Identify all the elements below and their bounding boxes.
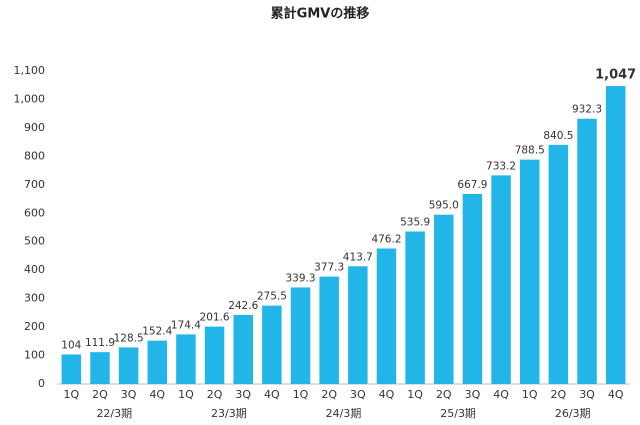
x-tick-label: 1Q	[522, 388, 538, 401]
value-label: 1,047	[595, 68, 636, 83]
value-label: 201.6	[200, 312, 230, 324]
bar	[290, 287, 311, 384]
x-tick-label: 4Q	[608, 388, 624, 401]
x-tick-label: 3Q	[350, 388, 366, 401]
value-label: 174.4	[171, 319, 201, 331]
value-label: 152.4	[142, 326, 172, 338]
bar	[204, 326, 225, 384]
value-label: 667.9	[457, 179, 487, 191]
value-label: 111.9	[85, 337, 115, 349]
bar	[147, 340, 168, 384]
value-label: 104	[61, 339, 81, 351]
bar	[519, 159, 540, 384]
x-group-label: 23/3期	[211, 407, 247, 420]
bar	[262, 305, 282, 384]
x-tick-label: 2Q	[321, 388, 337, 401]
bar	[548, 144, 569, 384]
value-label: 932.3	[572, 104, 602, 116]
chart-title: 累計GMVの推移	[271, 6, 370, 22]
bar	[577, 118, 597, 385]
x-group-label: 26/3期	[555, 407, 591, 420]
y-tick-label: 900	[24, 121, 45, 134]
y-tick-label: 500	[24, 235, 45, 248]
x-group-label: 24/3期	[326, 407, 362, 420]
x-tick-label: 3Q	[121, 388, 137, 401]
x-tick-label: 2Q	[92, 388, 108, 401]
x-tick-label: 2Q	[551, 388, 567, 401]
bar	[605, 86, 626, 385]
y-tick-label: 700	[24, 178, 45, 191]
bar	[319, 276, 339, 384]
y-tick-label: 100	[24, 349, 45, 362]
y-tick-label: 600	[24, 206, 45, 219]
x-tick-label: 4Q	[379, 388, 395, 401]
x-tick-label: 1Q	[178, 388, 194, 401]
x-tick-label: 3Q	[579, 388, 595, 401]
x-tick-label: 2Q	[207, 388, 223, 401]
x-tick-label: 1Q	[293, 388, 309, 401]
y-tick-label: 300	[24, 292, 45, 305]
y-tick-label: 200	[24, 320, 45, 333]
value-label: 788.5	[515, 145, 545, 157]
bar	[233, 314, 253, 384]
y-tick-label: 1,100	[14, 64, 46, 77]
value-label: 733.2	[486, 160, 516, 172]
value-label: 377.3	[314, 262, 344, 274]
value-label: 242.6	[228, 300, 258, 312]
value-label: 413.7	[343, 251, 373, 263]
y-tick-label: 800	[24, 149, 45, 162]
value-label: 128.5	[114, 332, 144, 344]
bar	[491, 175, 511, 384]
value-label: 535.9	[400, 217, 430, 229]
bar	[376, 248, 397, 384]
y-tick-label: 0	[38, 377, 45, 390]
x-tick-label: 4Q	[493, 388, 509, 401]
x-tick-label: 3Q	[235, 388, 251, 401]
x-tick-label: 2Q	[436, 388, 452, 401]
value-label: 339.3	[285, 272, 315, 284]
x-tick-label: 4Q	[264, 388, 280, 401]
value-label: 476.2	[371, 233, 401, 245]
bar	[462, 193, 483, 384]
value-label: 275.5	[257, 291, 287, 303]
x-tick-label: 1Q	[407, 388, 423, 401]
y-tick-label: 400	[24, 263, 45, 276]
bar	[118, 347, 139, 384]
x-tick-label: 3Q	[465, 388, 481, 401]
x-group-label: 22/3期	[96, 407, 132, 420]
bar	[405, 231, 425, 384]
x-group-label: 25/3期	[440, 407, 476, 420]
bar	[61, 354, 82, 384]
bar	[90, 352, 110, 384]
x-tick-label: 4Q	[149, 388, 165, 401]
bar	[348, 266, 368, 384]
bar	[176, 334, 196, 384]
value-label: 840.5	[543, 130, 573, 142]
bar	[434, 214, 454, 384]
y-tick-label: 1,000	[14, 92, 46, 105]
value-label: 595.0	[429, 200, 459, 212]
x-tick-label: 1Q	[63, 388, 79, 401]
